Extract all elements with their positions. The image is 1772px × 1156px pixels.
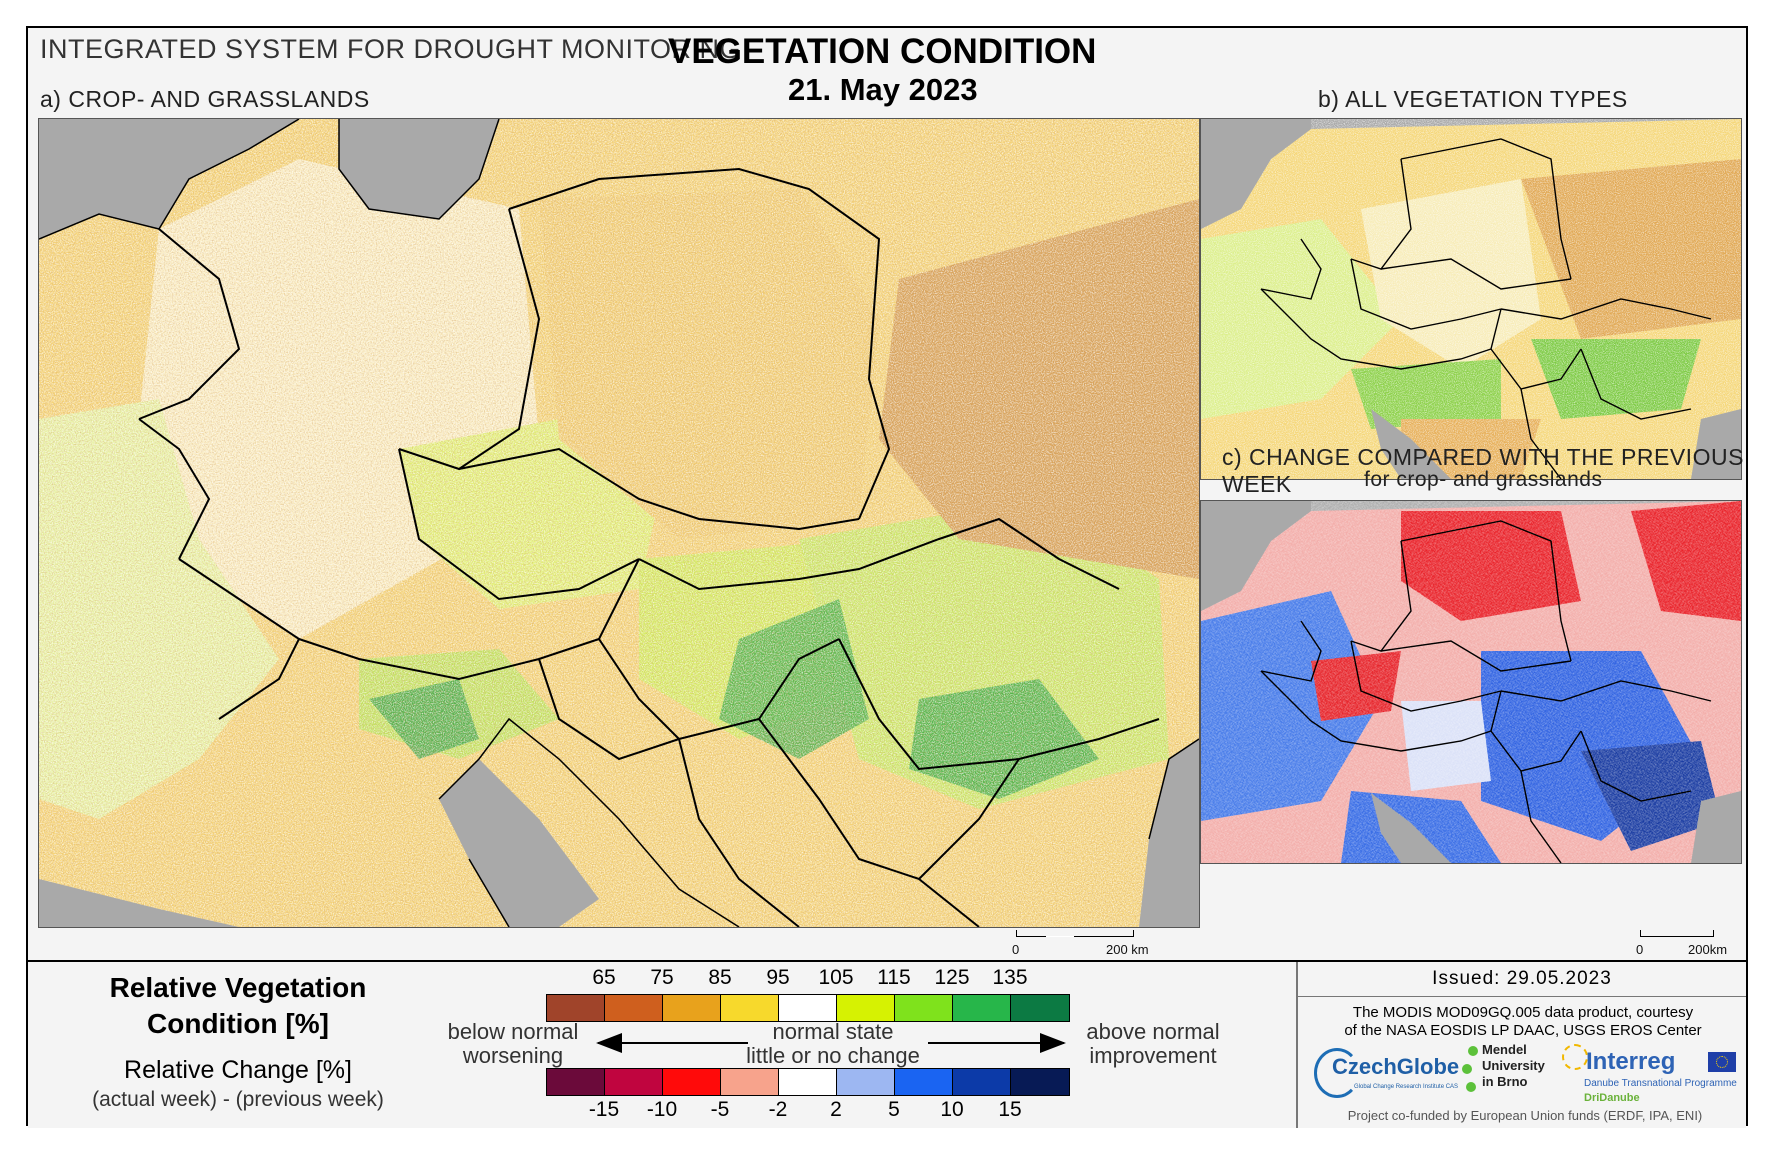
rvc-tick: 75: [650, 966, 674, 989]
above-line2: improvement: [1089, 1043, 1217, 1068]
rvc-swatch: [895, 995, 953, 1021]
rvc-tick: 95: [766, 966, 790, 989]
rvc-title-line1: Relative Vegetation: [109, 972, 367, 1003]
normal-line1: normal state: [772, 1019, 894, 1044]
legend-panel: Relative Vegetation Condition [%] Relati…: [28, 960, 1746, 1128]
above-normal-label: above normal improvement: [1068, 1020, 1238, 1068]
rc-tick: -15: [588, 1098, 620, 1121]
credit-line2: of the NASA EOSDIS LP DAAC, USGS EROS Ce…: [1344, 1022, 1702, 1039]
credit-line1: The MODIS MOD09GQ.005 data product, cour…: [1352, 1004, 1694, 1021]
mendel-line2: University: [1482, 1058, 1545, 1073]
panel-c-label: c) CHANGE COMPARED WITH THE PREVIOUS WEE…: [1222, 444, 1744, 497]
scale-a-distance: 200 km: [1106, 942, 1149, 957]
rc-title: Relative Change [%]: [124, 1056, 352, 1084]
above-line1: above normal: [1086, 1019, 1220, 1044]
rc-swatch: [605, 1069, 663, 1095]
rvc-swatch: [605, 995, 663, 1021]
normal-state-label: normal state little or no change: [728, 1020, 938, 1068]
below-line1: below normal: [447, 1019, 579, 1044]
rc-tick: -2: [768, 1098, 788, 1121]
mendel-logo: Mendel University in Brno: [1462, 1040, 1558, 1110]
below-normal-label: below normal worsening: [428, 1020, 598, 1068]
rc-swatch: [1011, 1069, 1069, 1095]
rc-swatch: [953, 1069, 1011, 1095]
normal-line2: little or no change: [746, 1043, 920, 1068]
arrow-left: [596, 1033, 748, 1053]
below-line2: worsening: [462, 1043, 564, 1068]
panel-c-sublabel: for crop- and grasslands: [1364, 468, 1603, 491]
scale-c-zero: 0: [1636, 942, 1644, 957]
issued-box: Issued: 29.05.2023: [1298, 962, 1746, 997]
rvc-swatch: [779, 995, 837, 1021]
data-credit: The MODIS MOD09GQ.005 data product, cour…: [1308, 1004, 1738, 1040]
rc-subtitle: (actual week) - (previous week): [92, 1088, 384, 1111]
rvc-swatch: [663, 995, 721, 1021]
rvc-swatch: [1011, 995, 1069, 1021]
interreg-logo: Interreg Danube Transnational Programme …: [1562, 1040, 1742, 1110]
scale-a-zero: 0: [1012, 942, 1020, 957]
rc-swatch: [721, 1069, 779, 1095]
rvc-swatch: [953, 995, 1011, 1021]
rvc-tick: 85: [708, 966, 732, 989]
system-title: INTEGRATED SYSTEM FOR DROUGHT MONITORING: [40, 34, 742, 64]
scale-bar-a: 0 200 km: [1012, 930, 1149, 957]
rc-color-bar: [546, 1068, 1070, 1096]
panel-a-label: a) CROP- AND GRASSLANDS: [40, 86, 370, 112]
czechglobe-subtext: Global Change Research Institute CAS: [1354, 1084, 1459, 1090]
funding-note: Project co-funded by European Union fund…: [1347, 1108, 1703, 1123]
arrow-right: [928, 1033, 1066, 1053]
rc-swatch: [779, 1069, 837, 1095]
mendel-line3: in Brno: [1482, 1074, 1528, 1089]
panel-b-label: b) ALL VEGETATION TYPES: [1318, 86, 1628, 112]
main-title: VEGETATION CONDITION: [668, 32, 1097, 71]
rc-tick: -5: [710, 1098, 730, 1121]
dridanube-text: DriDanube: [1584, 1092, 1640, 1104]
rc-swatch: [895, 1069, 953, 1095]
scale-c-distance: 200km: [1688, 942, 1728, 957]
map-weekly-change: [1200, 500, 1742, 864]
eu-flag-icon: [1708, 1052, 1736, 1072]
rc-swatch: [837, 1069, 895, 1095]
czechglobe-logo: CzechGlobe Global Change Research Instit…: [1314, 1044, 1464, 1100]
interreg-subtext: Danube Transnational Programme: [1584, 1078, 1737, 1089]
rc-swatch: [547, 1069, 605, 1095]
figure-frame: INTEGRATED SYSTEM FOR DROUGHT MONITORING…: [26, 26, 1748, 1128]
rc-tick: 15: [998, 1098, 1022, 1121]
mendel-line1: Mendel: [1482, 1042, 1527, 1057]
map-crop-grasslands: [38, 118, 1200, 928]
legend-divider: [1296, 962, 1298, 1128]
scale-bar-c: 0 200km: [1636, 930, 1727, 957]
rvc-tick: 65: [592, 966, 616, 989]
date-label: 21. May 2023: [788, 72, 978, 107]
rvc-tick: 115: [877, 966, 911, 989]
rvc-tick: 135: [992, 966, 1028, 989]
map-all-vegetation: [1200, 118, 1742, 480]
rc-tick: -10: [646, 1098, 678, 1121]
rc-tick: 5: [888, 1098, 900, 1121]
rvc-tick: 105: [818, 966, 854, 989]
issued-date: Issued: 29.05.2023: [1432, 968, 1612, 989]
czechglobe-text: CzechGlobe: [1332, 1054, 1460, 1079]
rc-tick: 10: [940, 1098, 964, 1121]
rvc-swatch: [837, 995, 895, 1021]
interreg-text: Interreg: [1586, 1048, 1676, 1075]
rvc-title-line2: Condition [%]: [147, 1008, 329, 1039]
rvc-tick: 125: [934, 966, 970, 989]
rc-swatch: [663, 1069, 721, 1095]
rvc-swatch: [547, 995, 605, 1021]
rvc-swatch: [721, 995, 779, 1021]
rc-tick: 2: [830, 1098, 842, 1121]
rvc-color-bar: [546, 994, 1070, 1022]
